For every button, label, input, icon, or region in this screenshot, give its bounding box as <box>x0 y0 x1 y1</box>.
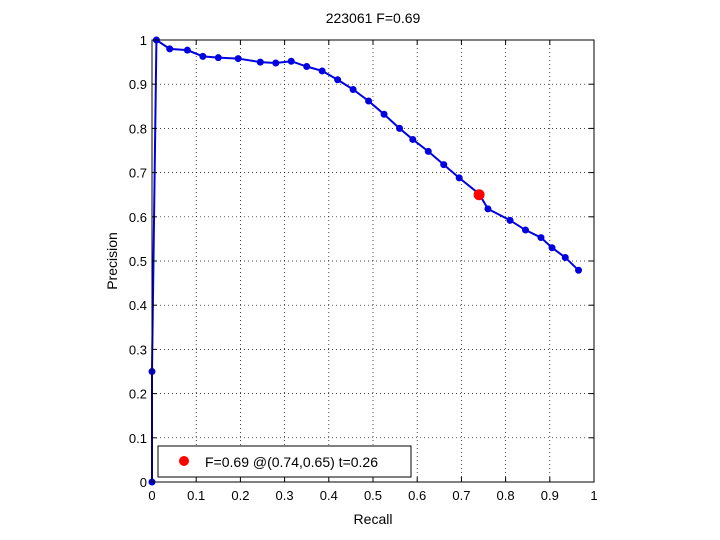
chart-title: 223061 F=0.69 <box>326 10 421 26</box>
x-tick-label: 0 <box>148 488 155 503</box>
legend-label: F=0.69 @(0.74,0.65) t=0.26 <box>205 454 378 470</box>
y-tick-label: 0.2 <box>129 387 147 402</box>
y-tick-label: 0.7 <box>129 166 147 181</box>
x-tick-label: 0.4 <box>320 488 338 503</box>
y-tick-label: 0.1 <box>129 431 147 446</box>
data-point <box>272 59 280 67</box>
data-point <box>561 253 569 261</box>
y-tick-label: 0.8 <box>129 121 147 136</box>
y-axis-label: Precision <box>104 232 120 290</box>
x-axis-label: Recall <box>354 511 393 527</box>
y-tick-label: 0.4 <box>129 298 147 313</box>
y-tick-label: 1 <box>140 33 147 48</box>
x-tick-label: 0.9 <box>541 488 559 503</box>
data-point <box>166 45 174 53</box>
y-tick-labels: 0 0.1 0.2 0.3 0.4 0.5 0.6 0.7 0.8 0.9 1 <box>129 33 147 490</box>
x-tick-label: 0.1 <box>187 488 205 503</box>
y-tick-label: 0.9 <box>129 77 147 92</box>
y-tick-label: 0.6 <box>129 210 147 225</box>
data-point <box>199 52 207 60</box>
data-point <box>365 97 373 105</box>
data-point <box>349 86 357 94</box>
data-point <box>334 76 342 84</box>
y-tick-label: 0.3 <box>129 342 147 357</box>
legend: F=0.69 @(0.74,0.65) t=0.26 <box>157 445 412 478</box>
data-point <box>575 266 583 274</box>
x-tick-label: 0.3 <box>276 488 294 503</box>
data-point <box>234 55 242 63</box>
data-point <box>455 174 463 182</box>
data-point <box>521 226 529 234</box>
data-point <box>548 244 556 252</box>
data-point <box>287 57 295 65</box>
data-point <box>440 161 448 169</box>
data-point <box>303 63 311 71</box>
x-tick-label: 1 <box>590 488 597 503</box>
x-tick-labels: 0 0.1 0.2 0.3 0.4 0.5 0.6 0.7 0.8 0.9 1 <box>148 488 597 503</box>
data-point <box>424 147 432 155</box>
data-point <box>537 234 545 242</box>
legend-box <box>157 445 412 478</box>
data-point <box>256 58 264 66</box>
best-f-point <box>473 189 485 201</box>
x-tick-label: 0.6 <box>408 488 426 503</box>
data-point <box>484 205 492 213</box>
data-series <box>148 36 583 486</box>
data-point <box>183 46 191 54</box>
y-tick-label: 0.5 <box>129 254 147 269</box>
data-point <box>409 135 417 143</box>
x-tick-label: 0.2 <box>231 488 249 503</box>
legend-marker <box>179 456 189 466</box>
data-point <box>380 110 388 118</box>
y-tick-label: 0 <box>140 475 147 490</box>
data-point <box>506 216 514 224</box>
x-tick-label: 0.5 <box>364 488 382 503</box>
data-point <box>318 67 326 75</box>
x-tick-label: 0.8 <box>497 488 515 503</box>
axis-ticks <box>151 39 595 483</box>
grid-lines <box>152 40 594 482</box>
plot-area <box>148 36 595 486</box>
x-tick-label: 0.7 <box>452 488 470 503</box>
data-point <box>396 124 404 132</box>
data-point <box>214 54 222 62</box>
